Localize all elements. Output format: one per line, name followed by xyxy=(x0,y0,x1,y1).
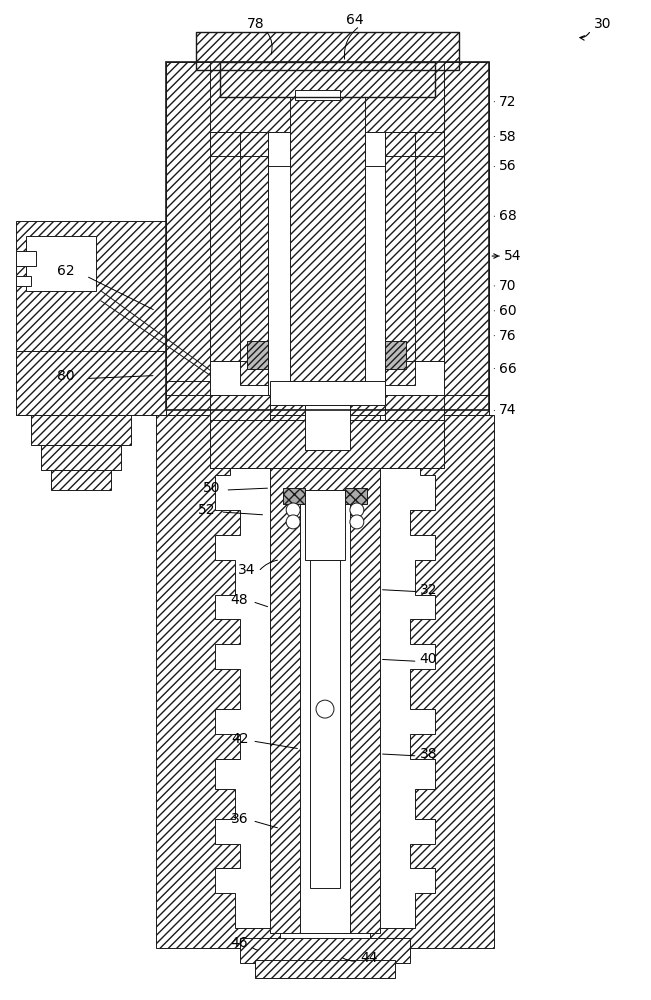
Bar xyxy=(16,351,166,415)
Bar xyxy=(415,132,445,156)
Bar xyxy=(51,470,111,490)
Bar xyxy=(385,132,415,385)
Bar xyxy=(240,132,268,385)
Bar xyxy=(210,395,270,430)
Bar xyxy=(16,351,166,415)
Bar xyxy=(290,90,365,400)
Bar xyxy=(210,156,268,361)
Text: 48: 48 xyxy=(230,593,248,607)
Bar xyxy=(445,62,490,405)
Text: 30: 30 xyxy=(594,17,611,31)
Bar xyxy=(240,938,409,963)
Text: 32: 32 xyxy=(420,583,437,597)
Bar xyxy=(270,415,380,933)
Circle shape xyxy=(350,515,364,529)
Text: 42: 42 xyxy=(231,732,248,746)
Bar xyxy=(16,221,166,415)
Bar xyxy=(385,341,406,369)
Circle shape xyxy=(316,700,334,718)
Bar xyxy=(385,395,445,430)
Bar xyxy=(210,420,445,468)
Bar xyxy=(268,132,385,395)
Bar xyxy=(41,445,121,470)
Polygon shape xyxy=(370,415,494,948)
Text: 38: 38 xyxy=(420,747,437,761)
Bar xyxy=(195,32,460,70)
Bar xyxy=(210,132,240,156)
Bar xyxy=(166,62,490,132)
Bar xyxy=(166,62,210,405)
Polygon shape xyxy=(156,415,280,948)
Bar xyxy=(26,241,76,281)
Bar xyxy=(166,395,490,415)
Bar xyxy=(385,156,445,361)
Bar xyxy=(210,132,240,361)
Circle shape xyxy=(350,503,364,517)
Bar xyxy=(305,405,350,450)
Bar xyxy=(255,960,395,978)
Bar xyxy=(305,490,345,560)
Text: 76: 76 xyxy=(499,329,517,343)
Bar xyxy=(221,62,434,97)
Text: 64: 64 xyxy=(346,13,364,27)
Bar xyxy=(26,236,96,291)
Bar xyxy=(16,251,36,266)
Bar xyxy=(415,132,445,361)
Text: 44: 44 xyxy=(360,951,378,965)
Bar xyxy=(268,132,290,166)
Bar xyxy=(310,560,340,888)
Bar xyxy=(166,62,490,410)
Text: 58: 58 xyxy=(499,130,517,144)
Text: 68: 68 xyxy=(499,209,517,223)
Bar xyxy=(365,132,385,166)
Text: 66: 66 xyxy=(499,362,517,376)
Text: 80: 80 xyxy=(57,369,75,383)
Text: 56: 56 xyxy=(499,159,517,173)
Circle shape xyxy=(286,515,300,529)
Text: 46: 46 xyxy=(230,936,248,950)
Text: 72: 72 xyxy=(499,95,517,109)
Bar xyxy=(247,341,268,369)
Text: 60: 60 xyxy=(499,304,517,318)
Text: 70: 70 xyxy=(499,279,517,293)
Bar xyxy=(221,62,434,97)
Text: 34: 34 xyxy=(238,563,255,577)
Bar xyxy=(31,415,131,445)
Text: 40: 40 xyxy=(420,652,437,666)
Bar xyxy=(195,32,460,70)
Circle shape xyxy=(286,503,300,517)
Bar xyxy=(16,276,31,286)
Text: 36: 36 xyxy=(230,812,248,826)
Bar xyxy=(300,490,350,933)
Bar xyxy=(210,420,445,468)
Text: 62: 62 xyxy=(57,264,75,278)
Text: 74: 74 xyxy=(499,403,517,417)
Text: 52: 52 xyxy=(198,503,215,517)
Bar xyxy=(283,488,305,504)
Text: 50: 50 xyxy=(203,481,221,495)
Bar xyxy=(345,488,367,504)
Bar xyxy=(295,90,340,100)
Text: 54: 54 xyxy=(505,249,521,263)
Text: 78: 78 xyxy=(247,17,264,31)
Bar xyxy=(270,381,385,405)
